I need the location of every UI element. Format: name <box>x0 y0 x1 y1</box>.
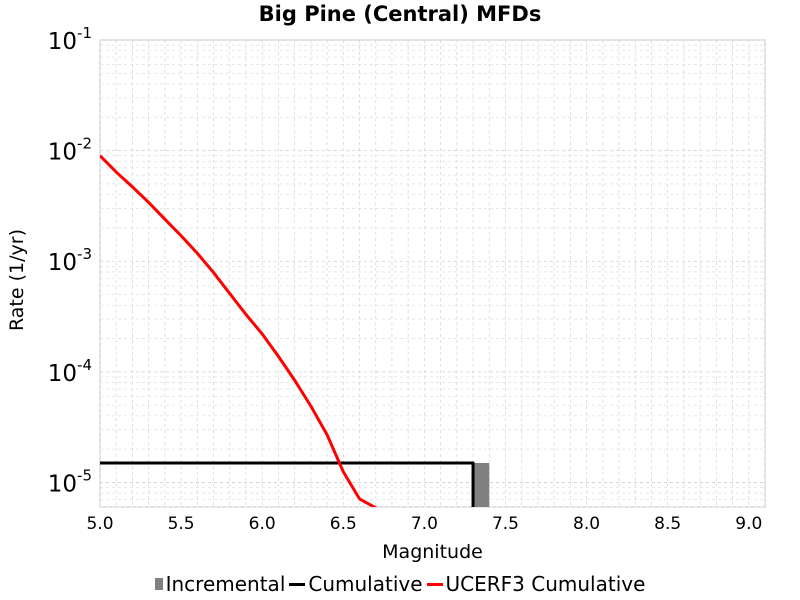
x-tick-label: 8.0 <box>573 514 600 534</box>
chart-title: Big Pine (Central) MFDs <box>258 2 542 26</box>
x-tick-label: 5.5 <box>168 514 195 534</box>
legend-swatch-cumulative <box>289 582 306 586</box>
x-tick-label: 7.0 <box>411 514 438 534</box>
x-tick-label: 8.5 <box>654 514 681 534</box>
y-tick-label: 10-1 <box>48 24 92 55</box>
legend: Incremental Cumulative UCERF3 Cumulative <box>0 572 800 596</box>
legend-label-cumulative: Cumulative <box>308 572 423 596</box>
y-axis: 10-1 10-2 10-3 10-4 10-5 <box>48 24 92 497</box>
legend-item-ucerf3-cumulative: UCERF3 Cumulative <box>426 572 646 596</box>
x-tick-label: 7.5 <box>492 514 519 534</box>
y-tick-label: 10-3 <box>48 245 92 276</box>
x-axis: 5.0 5.5 6.0 6.5 7.0 7.5 8.0 8.5 9.0 <box>86 514 762 534</box>
x-tick-label: 9.0 <box>735 514 762 534</box>
legend-item-cumulative: Cumulative <box>289 572 423 596</box>
y-axis-label: Rate (1/yr) <box>6 229 28 331</box>
legend-label-ucerf3-cumulative: UCERF3 Cumulative <box>445 572 646 596</box>
y-tick-label: 10-4 <box>48 356 92 387</box>
y-tick-label: 10-5 <box>48 466 92 497</box>
x-tick-label: 5.0 <box>86 514 113 534</box>
legend-swatch-ucerf3-cumulative <box>426 582 443 586</box>
series-layer <box>100 154 490 507</box>
x-tick-label: 6.0 <box>249 514 276 534</box>
bar-incremental <box>473 462 490 507</box>
legend-swatch-incremental <box>154 578 163 590</box>
plot-area <box>99 39 766 508</box>
x-axis-label: Magnitude <box>382 541 483 563</box>
grid <box>99 39 766 508</box>
legend-label-incremental: Incremental <box>165 572 286 596</box>
series-line-cumulative <box>100 461 475 507</box>
legend-item-incremental: Incremental <box>154 572 286 596</box>
series-line-ucerf3-cumulative <box>100 154 379 507</box>
y-tick-label: 10-2 <box>48 135 92 166</box>
x-tick-label: 6.5 <box>330 514 357 534</box>
